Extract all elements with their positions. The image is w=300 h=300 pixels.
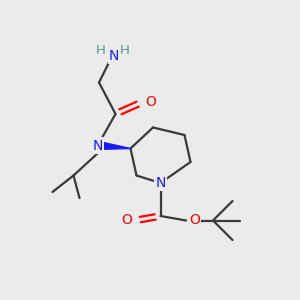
Text: N: N (155, 176, 166, 190)
Text: H: H (96, 44, 105, 57)
Text: O: O (121, 214, 132, 227)
Text: N: N (92, 139, 103, 152)
Text: N: N (109, 49, 119, 63)
Text: H: H (120, 44, 130, 57)
Polygon shape (99, 142, 130, 149)
Text: O: O (189, 214, 200, 227)
Text: O: O (146, 95, 156, 109)
